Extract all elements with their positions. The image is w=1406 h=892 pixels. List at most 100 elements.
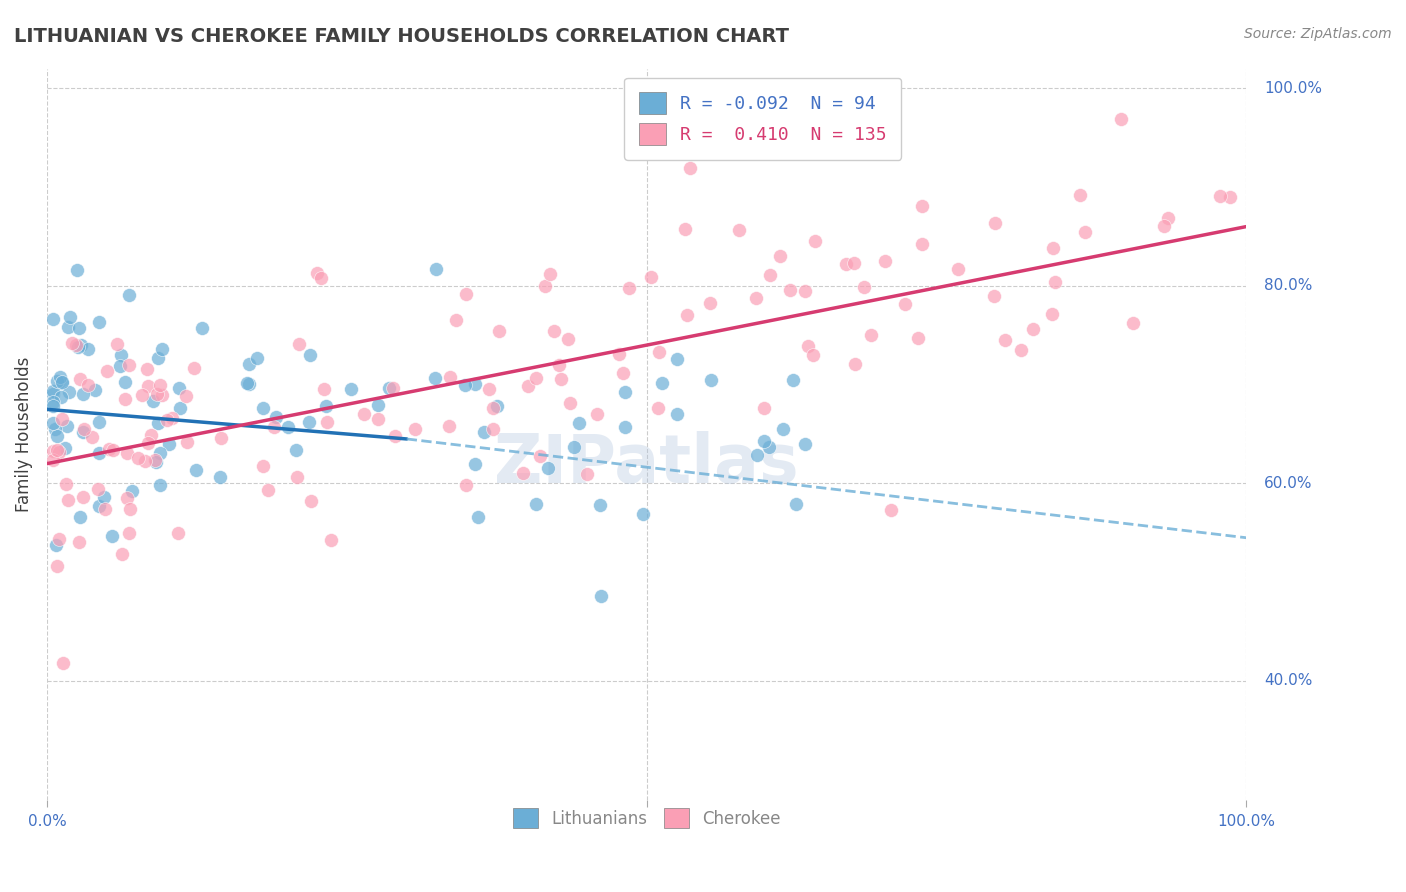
Point <box>340 382 363 396</box>
Point <box>167 381 190 395</box>
Point <box>49 369 72 384</box>
Point <box>794 437 817 451</box>
Point <box>576 467 599 481</box>
Point <box>56 493 79 508</box>
Point <box>60 336 83 351</box>
Point <box>562 440 585 454</box>
Point <box>907 331 929 345</box>
Point <box>67 535 90 549</box>
Point <box>42 400 65 414</box>
Point <box>425 370 447 384</box>
Point <box>454 286 477 301</box>
Point <box>238 358 260 372</box>
Point <box>45 442 67 457</box>
Point <box>946 262 969 277</box>
Point <box>647 344 669 359</box>
Legend: Lithuanians, Cherokee: Lithuanians, Cherokee <box>506 801 787 835</box>
Point <box>298 415 321 429</box>
Point <box>42 394 65 409</box>
Point <box>236 376 259 391</box>
Point <box>143 453 166 467</box>
Point <box>589 498 612 512</box>
Point <box>208 470 231 484</box>
Point <box>51 375 73 389</box>
Point <box>439 369 461 384</box>
Point <box>797 339 820 353</box>
Point <box>131 388 153 402</box>
Point <box>1022 322 1045 336</box>
Point <box>190 321 212 335</box>
Point <box>512 467 534 481</box>
Point <box>142 393 165 408</box>
Point <box>150 343 173 357</box>
Point <box>69 510 91 524</box>
Point <box>464 376 486 391</box>
Point <box>209 431 232 445</box>
Point <box>51 376 73 391</box>
Point <box>893 296 915 310</box>
Point <box>859 328 882 343</box>
Point <box>42 443 65 458</box>
Point <box>568 416 591 430</box>
Point <box>97 442 120 456</box>
Point <box>481 401 503 415</box>
Point <box>613 420 636 434</box>
Point <box>516 379 538 393</box>
Point <box>446 313 468 327</box>
Point <box>1122 316 1144 330</box>
Point <box>779 283 801 297</box>
Point <box>160 410 183 425</box>
Point <box>381 381 404 395</box>
Point <box>42 384 65 398</box>
Point <box>557 332 579 346</box>
Point <box>93 502 115 516</box>
Point <box>425 262 447 277</box>
Point <box>52 657 75 671</box>
Point <box>65 338 87 352</box>
Point <box>467 510 489 524</box>
Point <box>284 443 307 458</box>
Point <box>875 253 897 268</box>
Point <box>44 421 66 435</box>
Point <box>149 378 172 392</box>
Point <box>782 373 804 387</box>
Point <box>96 364 118 378</box>
Point <box>42 453 65 467</box>
Point <box>72 491 94 505</box>
Point <box>69 321 91 335</box>
Point <box>115 491 138 505</box>
Point <box>759 268 782 282</box>
Point <box>48 444 70 458</box>
Point <box>156 412 179 426</box>
Point <box>285 469 308 483</box>
Point <box>312 382 335 396</box>
Point <box>110 348 132 362</box>
Point <box>745 448 768 462</box>
Point <box>84 384 107 398</box>
Text: 0.0%: 0.0% <box>28 814 66 830</box>
Point <box>785 497 807 511</box>
Point <box>67 340 90 354</box>
Point <box>42 416 65 430</box>
Point <box>70 338 93 352</box>
Point <box>149 477 172 491</box>
Point <box>135 362 157 376</box>
Point <box>647 401 669 415</box>
Point <box>65 262 87 277</box>
Point <box>53 441 76 455</box>
Point <box>538 267 561 281</box>
Point <box>87 446 110 460</box>
Point <box>263 419 285 434</box>
Point <box>543 324 565 338</box>
Point <box>48 532 70 546</box>
Point <box>45 538 67 552</box>
Point <box>879 503 901 517</box>
Point <box>252 458 274 473</box>
Point <box>617 281 640 295</box>
Point <box>111 547 134 561</box>
Point <box>612 367 634 381</box>
Point <box>1074 225 1097 239</box>
Point <box>319 533 342 547</box>
Point <box>464 457 486 471</box>
Point <box>994 333 1017 347</box>
